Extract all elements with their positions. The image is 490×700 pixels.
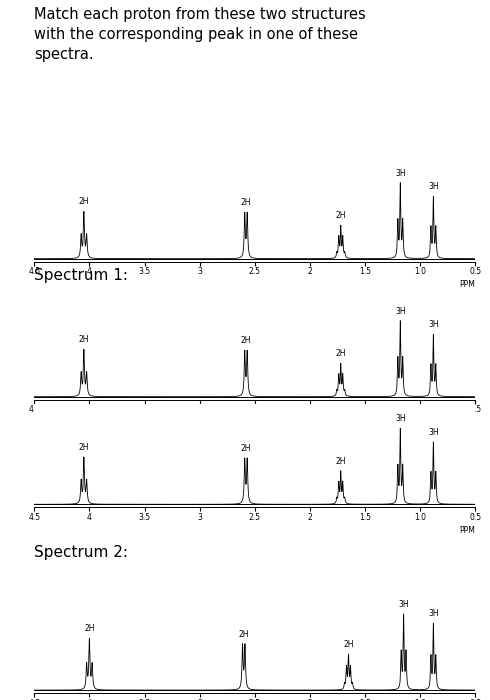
Text: 3H: 3H xyxy=(395,169,406,178)
Text: 2H: 2H xyxy=(336,349,346,358)
Text: 3H: 3H xyxy=(395,307,406,316)
Text: Spectrum 1:: Spectrum 1: xyxy=(34,267,128,283)
Text: 2H: 2H xyxy=(79,335,89,344)
Text: 2H: 2H xyxy=(79,443,89,452)
Text: Spectrum 2:: Spectrum 2: xyxy=(34,545,128,560)
Text: 2H: 2H xyxy=(336,211,346,220)
Text: 3H: 3H xyxy=(428,609,439,618)
Text: 2H: 2H xyxy=(343,640,354,649)
Text: 2H: 2H xyxy=(241,336,251,345)
Text: 2H: 2H xyxy=(241,444,251,453)
Text: 2H: 2H xyxy=(84,624,95,633)
Text: 3H: 3H xyxy=(398,600,409,609)
Text: PPM: PPM xyxy=(460,280,475,289)
Text: 3H: 3H xyxy=(428,428,439,437)
Text: 2H: 2H xyxy=(241,198,251,207)
Text: 3H: 3H xyxy=(395,414,406,424)
Text: PPM: PPM xyxy=(460,418,475,427)
Text: 2H: 2H xyxy=(79,197,89,206)
Text: 2H: 2H xyxy=(336,456,346,466)
Text: Match each proton from these two structures
with the corresponding peak in one o: Match each proton from these two structu… xyxy=(34,7,366,62)
Text: 3H: 3H xyxy=(428,182,439,191)
Text: 2H: 2H xyxy=(239,629,249,638)
Text: PPM: PPM xyxy=(460,526,475,535)
Text: 3H: 3H xyxy=(428,321,439,329)
